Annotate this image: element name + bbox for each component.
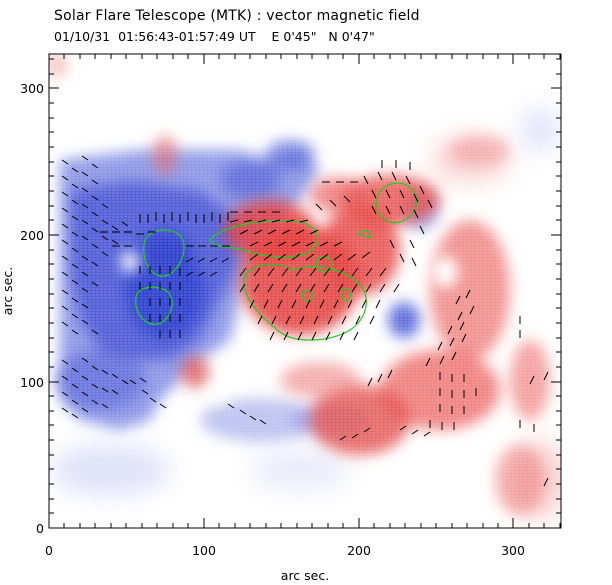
figure-title: Solar Flare Telescope (MTK) : vector mag… — [54, 8, 420, 24]
x-axis-label: arc sec. — [281, 568, 329, 583]
y-tick-label: 100 — [20, 375, 44, 390]
y-tick-label: 200 — [20, 228, 44, 243]
magnetogram-image — [49, 54, 561, 528]
x-tick-label: 0 — [45, 543, 53, 558]
y-tick-label: 300 — [20, 81, 44, 96]
x-tick-label: 100 — [192, 543, 216, 558]
field-contours — [135, 182, 418, 341]
x-tick-label: 200 — [347, 543, 371, 558]
y-tick-label: 0 — [36, 521, 44, 536]
plot-frame — [48, 53, 562, 529]
figure-subtitle: 01/10/31 01:56:43-01:57:49 UT E 0'45" N … — [54, 29, 375, 44]
vector-field — [61, 155, 549, 487]
x-tick-label: 300 — [501, 543, 525, 558]
axis-ticks — [48, 54, 561, 529]
y-axis-label: arc sec. — [0, 267, 15, 315]
